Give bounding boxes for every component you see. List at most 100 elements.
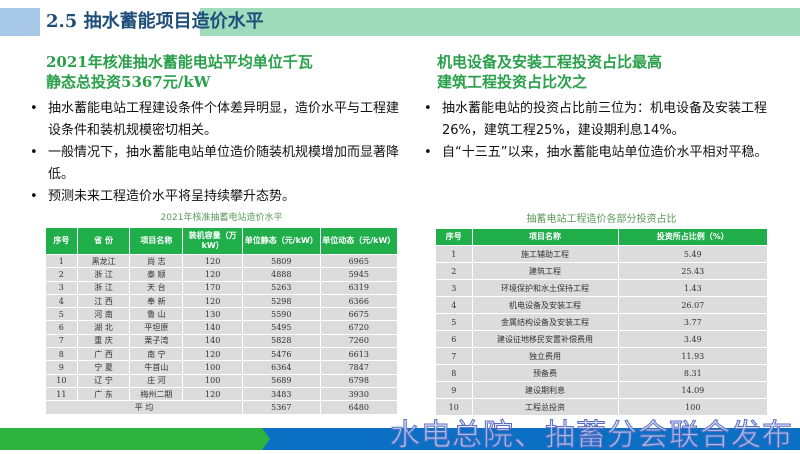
table-cell: 10 [435,398,473,416]
table-cell: 10 [45,373,78,388]
table-cell: 7 [45,333,78,349]
table-cell: 5495 [242,320,321,335]
table-row: 3 环境保护和水土保持工程 1.43 [435,279,769,297]
table-cell: 8.31 [617,364,769,382]
column-header: 序号 [435,228,473,246]
table-row: 2 建筑工程 25.43 [435,262,769,280]
table-cell: 130 [182,307,244,322]
table-cell: 100 [182,360,244,375]
table-cell: 2 [435,262,473,280]
table-cell: 江 西 [76,293,131,309]
table-cell: 南 宁 [129,347,184,362]
table-cell: 3.49 [617,330,769,348]
table-cell: 7847 [319,360,399,375]
table-cell: 5476 [242,347,321,362]
table-cell: 6613 [319,347,399,362]
watermark: 水电总院、抽蓄分会联合发布 [390,418,793,454]
right-heading-line2: 建筑工程投资占比次之 [437,73,588,91]
table-cell: 100 [617,398,769,416]
column-header: 单位静态（元/kW） [242,227,321,255]
table-cell: 120 [182,293,244,309]
cost-level-table: 序号省 份项目名称 装机容量（万kW） 单位静态（元/kW） 单位动态（元/kW） 1… [44,227,399,415]
table-cell: 11 [45,386,78,402]
table-cell: 6965 [319,253,399,269]
table-cell: 辽 宁 [76,373,131,388]
table-cell: 100 [182,373,244,388]
table-cell: 湖 北 [76,320,131,335]
table-cell: 8 [435,364,473,382]
table-cell: 5.49 [617,245,769,263]
table-cell: 3 [435,279,473,297]
table-cell: 浙 江 [76,280,131,295]
header-green-bar [200,8,800,36]
table-cell: 25.43 [617,262,769,280]
table-row: 4 机电设备及安装工程 26.07 [435,296,769,314]
table-cell: 6319 [319,280,399,295]
right-heading-line1: 机电设备及安装工程投资占比最高 [437,53,663,71]
table-cell: 工程总投资 [471,398,619,416]
table-row: 9 建设期利息 14.09 [435,381,769,399]
table-cell: 5689 [242,373,321,388]
bullet-item: 一般情况下，抽水蓄能电站单位造价随装机规模增加而显著降低。 [26,142,406,186]
table-cell: 金属结构设备及安装工程 [471,313,619,331]
average-dynamic: 6480 [319,400,399,415]
table-cell: 2 [45,267,78,282]
table-row: 5 金属结构设备及安装工程 3.77 [435,313,769,331]
table-cell: 奉 新 [129,293,184,309]
table-cell: 平坦原 [129,320,184,335]
table-header-row: 序号省 份项目名称 装机容量（万kW） 单位静态（元/kW） 单位动态（元/kW） [45,227,399,255]
bullet-item: 预测未来工程造价水平将呈持续攀升态势。 [26,186,406,208]
left-table-title: 2021年核准抽蓄电站造价水平 [160,213,283,223]
table-cell: 1 [45,253,78,269]
table-cell: 120 [182,347,244,362]
column-header: 单位动态（元/kW） [319,227,399,255]
table-cell: 建筑工程 [471,262,619,280]
column-header: 项目名称 [129,227,184,255]
table-cell: 梅州二期 [129,386,184,402]
bullet-item: 抽水蓄能电站工程建设条件个体差异明显，造价水平与工程建设条件和装机规模密切相关。 [26,98,406,142]
table-cell: 尚 志 [129,253,184,269]
table-cell: 施工辅助工程 [471,245,619,263]
table-cell: 6720 [319,320,399,335]
table-cell: 140 [182,333,244,349]
table-cell: 广 东 [76,386,131,402]
footer-green-band [0,428,270,450]
table-cell: 5945 [319,267,399,282]
table-cell: 120 [182,253,244,269]
table-cell: 9 [45,360,78,375]
table-row: 7 独立费用 11.93 [435,347,769,365]
table-cell: 7 [435,347,473,365]
table-cell: 6 [45,320,78,335]
table-cell: 重 庆 [76,333,131,349]
table-cell: 120 [182,386,244,402]
table-row: 1 施工辅助工程 5.49 [435,245,769,263]
table-row: 1 黑龙江尚 志 120 5809 6965 [45,253,399,269]
table-cell: 黑龙江 [76,253,131,269]
table-cell: 7260 [319,333,399,349]
table-cell: 5263 [242,280,321,295]
table-cell: 6366 [319,293,399,309]
table-cell: 栗子湾 [129,333,184,349]
table-cell: 3.77 [617,313,769,331]
left-heading-line1: 2021年核准抽水蓄能电站平均单位千瓦 [46,53,313,71]
right-table-title: 抽蓄电站工程造价各部分投资占比 [526,214,677,225]
table-cell: 8 [45,347,78,362]
table-cell: 5590 [242,307,321,322]
table-cell: 预备费 [471,364,619,382]
column-header: 项目名称 [471,228,619,246]
left-heading: 2021年核准抽水蓄能电站平均单位千瓦 静态总投资5367元/kW [46,52,313,92]
column-header: 序号 [45,227,78,255]
table-cell: 建设期利息 [471,381,619,399]
table-cell: 4 [435,296,473,314]
table-cell: 170 [182,280,244,295]
investment-share-table: 序号 项目名称 投资所占比例（%） 1 施工辅助工程 5.49 2 建筑工程 25.43 3 环境… [435,228,769,416]
bullet-item: 抽水蓄能电站的投资占比前三位为：机电设备及安装工程26%，建筑工程25%，建设期… [420,98,780,142]
table-cell: 3930 [319,386,399,402]
table-cell: 11.93 [617,347,769,365]
table-cell: 26.07 [617,296,769,314]
